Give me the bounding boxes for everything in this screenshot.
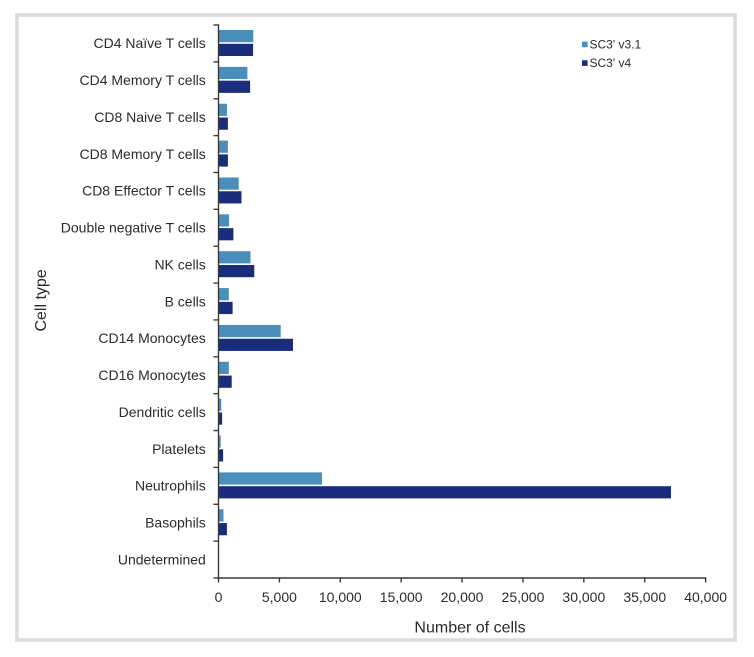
svg-text:Dendritic cells: Dendritic cells [119,404,206,420]
svg-text:NK cells: NK cells [154,256,205,272]
svg-text:Neutrophils: Neutrophils [135,478,206,494]
svg-text:15,000: 15,000 [380,589,423,605]
svg-text:CD16 Monocytes: CD16 Monocytes [98,367,205,383]
svg-text:CD14 Monocytes: CD14 Monocytes [98,330,205,346]
svg-text:Basophils: Basophils [145,515,206,531]
svg-text:Undetermined: Undetermined [118,551,206,567]
svg-text:30,000: 30,000 [562,589,605,605]
svg-text:10,000: 10,000 [319,589,362,605]
svg-text:0: 0 [215,589,223,605]
svg-text:35,000: 35,000 [623,589,666,605]
svg-text:CD4 Naïve T cells: CD4 Naïve T cells [93,35,205,51]
svg-text:Platelets: Platelets [152,441,206,457]
svg-text:SC3' v3.1: SC3' v3.1 [590,37,642,51]
svg-text:40,000: 40,000 [684,589,727,605]
svg-text:Cell type: Cell type [33,269,50,331]
svg-text:CD8 Naive T cells: CD8 Naive T cells [94,109,206,125]
svg-text:20,000: 20,000 [441,589,484,605]
svg-text:CD8 Memory T cells: CD8 Memory T cells [80,146,206,162]
svg-text:25,000: 25,000 [502,589,545,605]
svg-text:Double negative T cells: Double negative T cells [61,220,206,236]
svg-text:CD8 Effector T cells: CD8 Effector T cells [82,183,206,199]
svg-text:5,000: 5,000 [262,589,297,605]
svg-text:B cells: B cells [165,293,206,309]
svg-text:Number of cells: Number of cells [414,620,525,637]
svg-text:SC3' v4: SC3' v4 [590,56,632,70]
svg-text:CD4 Memory T cells: CD4 Memory T cells [80,72,206,88]
